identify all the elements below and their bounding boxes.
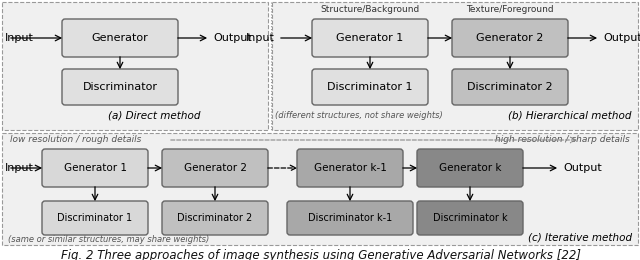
FancyBboxPatch shape [297, 149, 403, 187]
FancyBboxPatch shape [312, 19, 428, 57]
FancyBboxPatch shape [162, 149, 268, 187]
Text: Discriminator 1: Discriminator 1 [58, 213, 132, 223]
Text: Generator 2: Generator 2 [184, 163, 246, 173]
Text: Discriminator: Discriminator [83, 82, 157, 92]
Text: Input: Input [5, 163, 34, 173]
Text: Discriminator k-1: Discriminator k-1 [308, 213, 392, 223]
Text: Generator 1: Generator 1 [337, 33, 404, 43]
Text: high resolution / sharp details: high resolution / sharp details [495, 135, 630, 145]
Text: Generator: Generator [92, 33, 148, 43]
FancyBboxPatch shape [272, 2, 638, 130]
Text: Discriminator k: Discriminator k [433, 213, 508, 223]
FancyBboxPatch shape [62, 19, 178, 57]
Text: Input: Input [246, 33, 275, 43]
FancyBboxPatch shape [417, 201, 523, 235]
FancyBboxPatch shape [42, 201, 148, 235]
Text: (same or similar structures, may share weights): (same or similar structures, may share w… [8, 236, 209, 244]
Text: (b) Hierarchical method: (b) Hierarchical method [509, 110, 632, 120]
FancyBboxPatch shape [162, 201, 268, 235]
Text: (c) Iterative method: (c) Iterative method [528, 233, 632, 243]
Text: Discriminator 2: Discriminator 2 [467, 82, 553, 92]
Text: Discriminator 2: Discriminator 2 [177, 213, 253, 223]
Text: Fig. 2 Three approaches of image synthesis using Generative Adversarial Networks: Fig. 2 Three approaches of image synthes… [61, 249, 581, 260]
Text: Structure/Background: Structure/Background [321, 5, 420, 15]
FancyBboxPatch shape [42, 149, 148, 187]
Text: Discriminator 1: Discriminator 1 [327, 82, 413, 92]
Text: Generator k-1: Generator k-1 [314, 163, 387, 173]
Text: Generator 1: Generator 1 [63, 163, 127, 173]
Text: low resolution / rough details: low resolution / rough details [10, 135, 141, 145]
FancyBboxPatch shape [452, 69, 568, 105]
FancyBboxPatch shape [62, 69, 178, 105]
FancyBboxPatch shape [417, 149, 523, 187]
Text: Output: Output [603, 33, 640, 43]
Text: Output: Output [563, 163, 602, 173]
Text: Texture/Foreground: Texture/Foreground [466, 5, 554, 15]
FancyBboxPatch shape [287, 201, 413, 235]
Text: (different structures, not share weights): (different structures, not share weights… [275, 112, 443, 120]
Text: Input: Input [5, 33, 34, 43]
Text: Generator k: Generator k [439, 163, 501, 173]
FancyBboxPatch shape [2, 133, 638, 245]
FancyBboxPatch shape [452, 19, 568, 57]
FancyBboxPatch shape [2, 2, 268, 130]
FancyBboxPatch shape [312, 69, 428, 105]
Text: (a) Direct method: (a) Direct method [108, 110, 200, 120]
Text: Generator 2: Generator 2 [476, 33, 544, 43]
Text: Output: Output [213, 33, 252, 43]
